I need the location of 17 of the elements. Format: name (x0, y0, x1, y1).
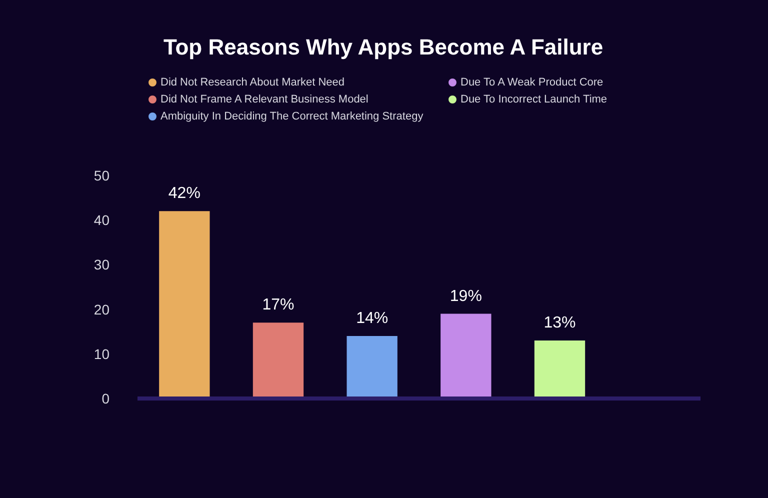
y-tick-label: 40 (94, 212, 110, 228)
y-tick-label: 20 (94, 301, 110, 318)
data-label: 42% (168, 185, 200, 202)
y-tick-label: 50 (94, 168, 110, 184)
y-tick-label: 30 (94, 256, 110, 273)
data-label: 19% (450, 288, 482, 305)
y-tick-label: 10 (94, 346, 110, 362)
legend-label: Due To Incorrect Launch Time (460, 94, 608, 106)
legend-label: Did Not Frame A Relevant Business Model (160, 94, 368, 106)
legend-label: Did Not Research About Market Need (160, 76, 345, 88)
data-label: 14% (356, 310, 388, 328)
data-label: 17% (262, 296, 294, 314)
legend-label: Ambiguity In Deciding The Correct Marketing Strategy (160, 110, 424, 122)
chart-title: Top Reasons Why Apps Become A Failure (163, 34, 604, 60)
legend-label: Due To A Weak Product Core (460, 76, 604, 88)
y-tick-label: 0 (102, 390, 110, 406)
data-label: 13% (544, 314, 576, 332)
